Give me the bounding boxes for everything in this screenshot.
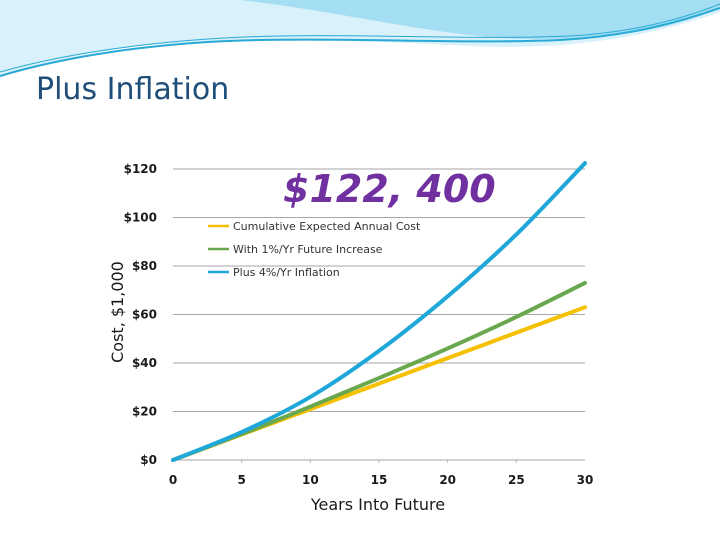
legend-label: Cumulative Expected Annual Cost bbox=[233, 220, 421, 233]
y-tick-label: $80 bbox=[132, 259, 157, 273]
slide-header-decoration bbox=[0, 0, 720, 78]
x-tick-label: 20 bbox=[439, 473, 456, 487]
x-axis-title: Years Into Future bbox=[310, 495, 445, 514]
header-wave-line-thin bbox=[0, 3, 720, 73]
series-lines bbox=[171, 161, 587, 462]
y-tick-label: $20 bbox=[132, 405, 157, 419]
y-axis-title: Cost, $1,000 bbox=[108, 261, 127, 363]
y-tick-label: $40 bbox=[132, 356, 157, 370]
y-axis-ticks: $0 $20 $40 $60 $80 $100 $120 bbox=[124, 162, 157, 467]
x-tick-label: 0 bbox=[169, 473, 177, 487]
grid-lines bbox=[173, 168, 585, 463]
header-wave-line bbox=[0, 7, 720, 77]
legend-label: Plus 4%/Yr Inflation bbox=[233, 266, 340, 279]
chart-legend: Cumulative Expected Annual Cost With 1%/Y… bbox=[208, 220, 421, 279]
y-tick-label: $60 bbox=[132, 308, 157, 322]
y-tick-label: $120 bbox=[124, 162, 157, 176]
series-line-3 bbox=[171, 161, 587, 462]
x-tick-label: 25 bbox=[508, 473, 525, 487]
chart-panel: $0 $20 $40 $60 $80 $100 $120 0 5 10 15 20 25 30 Cumu… bbox=[101, 152, 606, 514]
slide-title: Plus Inflation bbox=[36, 72, 230, 107]
x-tick-label: 5 bbox=[237, 473, 245, 487]
line-chart: $0 $20 $40 $60 $80 $100 $120 0 5 10 15 20 25 30 Cumu… bbox=[108, 161, 594, 514]
x-axis-ticks: 0 5 10 15 20 25 30 bbox=[169, 473, 594, 487]
header-wave-band bbox=[240, 0, 720, 39]
y-tick-label: $0 bbox=[140, 453, 157, 467]
x-tick-label: 10 bbox=[302, 473, 319, 487]
x-tick-label: 30 bbox=[577, 473, 594, 487]
y-tick-label: $100 bbox=[124, 211, 157, 225]
legend-label: With 1%/Yr Future Increase bbox=[233, 243, 383, 256]
x-tick-label: 15 bbox=[371, 473, 388, 487]
chart-callout: $122, 400 bbox=[283, 167, 496, 211]
